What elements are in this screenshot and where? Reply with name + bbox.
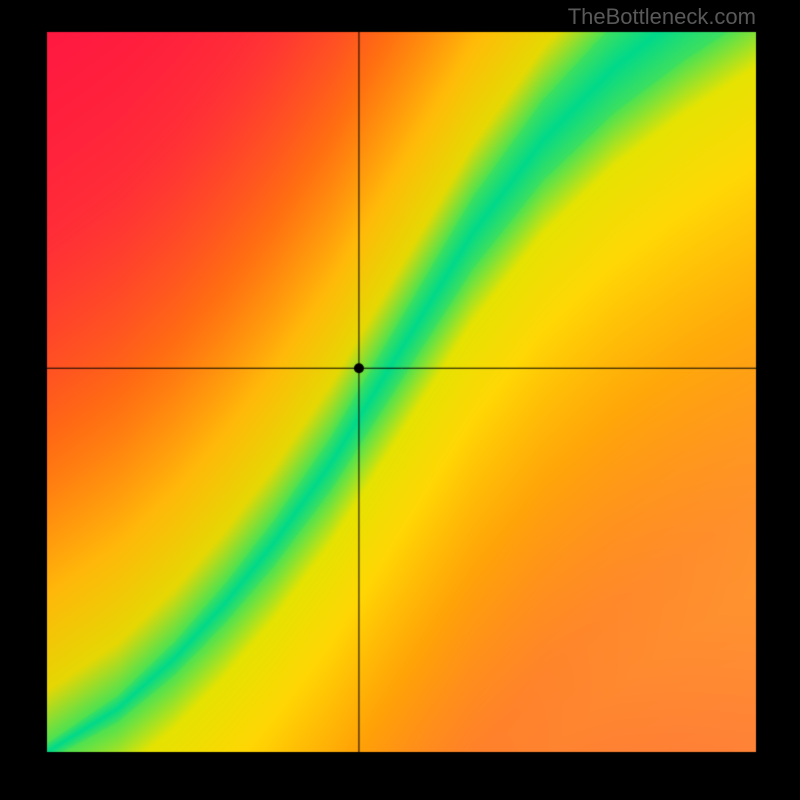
watermark: TheBottleneck.com	[568, 4, 756, 30]
bottleneck-heatmap	[0, 0, 800, 800]
